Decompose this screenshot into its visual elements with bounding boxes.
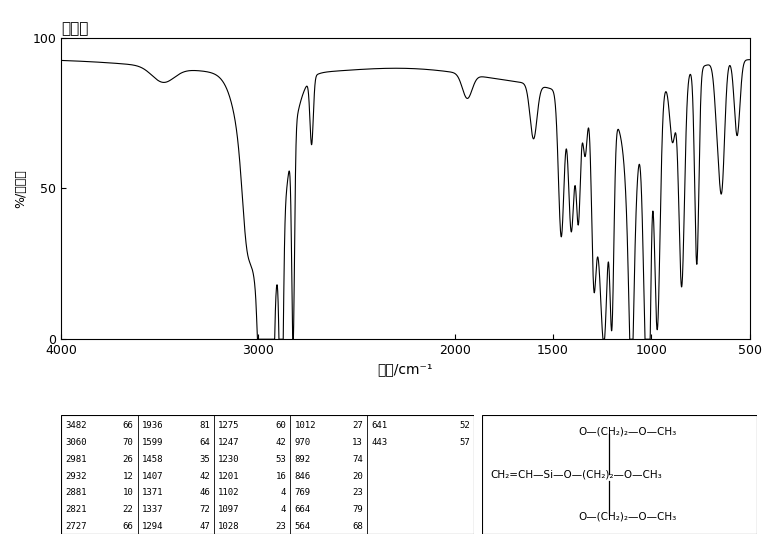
Text: 66: 66 [122,522,133,531]
Text: 564: 564 [295,522,311,531]
Text: 1337: 1337 [142,506,163,514]
Text: 64: 64 [199,438,210,447]
Text: 1097: 1097 [218,506,239,514]
Text: 3060: 3060 [65,438,87,447]
FancyBboxPatch shape [482,415,757,534]
Text: 4: 4 [281,506,286,514]
Text: 2727: 2727 [65,522,87,531]
Y-axis label: %/透过率: %/透过率 [14,169,27,208]
Text: 72: 72 [199,506,210,514]
Text: 2981: 2981 [65,454,87,464]
Text: 47: 47 [199,522,210,531]
Text: O—(CH₂)₂—O—CH₃: O—(CH₂)₂—O—CH₃ [578,512,676,522]
Text: 1275: 1275 [218,421,239,430]
Text: 46: 46 [199,488,210,497]
Text: 4: 4 [281,488,286,497]
Text: 1294: 1294 [142,522,163,531]
Text: 57: 57 [460,438,470,447]
Text: 1028: 1028 [218,522,239,531]
Text: 70: 70 [122,438,133,447]
Text: 1936: 1936 [142,421,163,430]
Text: 23: 23 [275,522,286,531]
Text: 74: 74 [352,454,363,464]
Text: 20: 20 [352,472,363,480]
Text: 2821: 2821 [65,506,87,514]
Text: 1407: 1407 [142,472,163,480]
Text: 664: 664 [295,506,311,514]
Text: 12: 12 [122,472,133,480]
Text: 1102: 1102 [218,488,239,497]
Text: 53: 53 [275,454,286,464]
Text: 52: 52 [460,421,470,430]
Text: 81: 81 [199,421,210,430]
X-axis label: 波数/cm⁻¹: 波数/cm⁻¹ [378,363,433,377]
Text: CH₂=CH—Si—O—(CH₂)₂—O—CH₃: CH₂=CH—Si—O—(CH₂)₂—O—CH₃ [490,469,662,479]
Text: 846: 846 [295,472,311,480]
Text: 892: 892 [295,454,311,464]
Text: 23: 23 [352,488,363,497]
Text: 66: 66 [122,421,133,430]
Text: 10: 10 [122,488,133,497]
Text: 1012: 1012 [295,421,316,430]
Text: 1230: 1230 [218,454,239,464]
Text: 26: 26 [122,454,133,464]
Text: 68: 68 [352,522,363,531]
FancyBboxPatch shape [61,415,474,534]
Text: 443: 443 [371,438,387,447]
Text: 1201: 1201 [218,472,239,480]
Text: 35: 35 [199,454,210,464]
Text: 1247: 1247 [218,438,239,447]
Text: 1599: 1599 [142,438,163,447]
Text: 42: 42 [275,438,286,447]
Text: 2932: 2932 [65,472,87,480]
Text: 13: 13 [352,438,363,447]
Text: 42: 42 [199,472,210,480]
Text: 1458: 1458 [142,454,163,464]
Text: 3482: 3482 [65,421,87,430]
Text: 薄膜法: 薄膜法 [61,22,89,37]
Text: 22: 22 [122,506,133,514]
Text: 79: 79 [352,506,363,514]
Text: 970: 970 [295,438,311,447]
Text: 27: 27 [352,421,363,430]
Text: 60: 60 [275,421,286,430]
Text: O—(CH₂)₂—O—CH₃: O—(CH₂)₂—O—CH₃ [578,427,676,437]
Text: 16: 16 [275,472,286,480]
Text: 2881: 2881 [65,488,87,497]
Text: 1371: 1371 [142,488,163,497]
Text: 769: 769 [295,488,311,497]
Text: 641: 641 [371,421,387,430]
